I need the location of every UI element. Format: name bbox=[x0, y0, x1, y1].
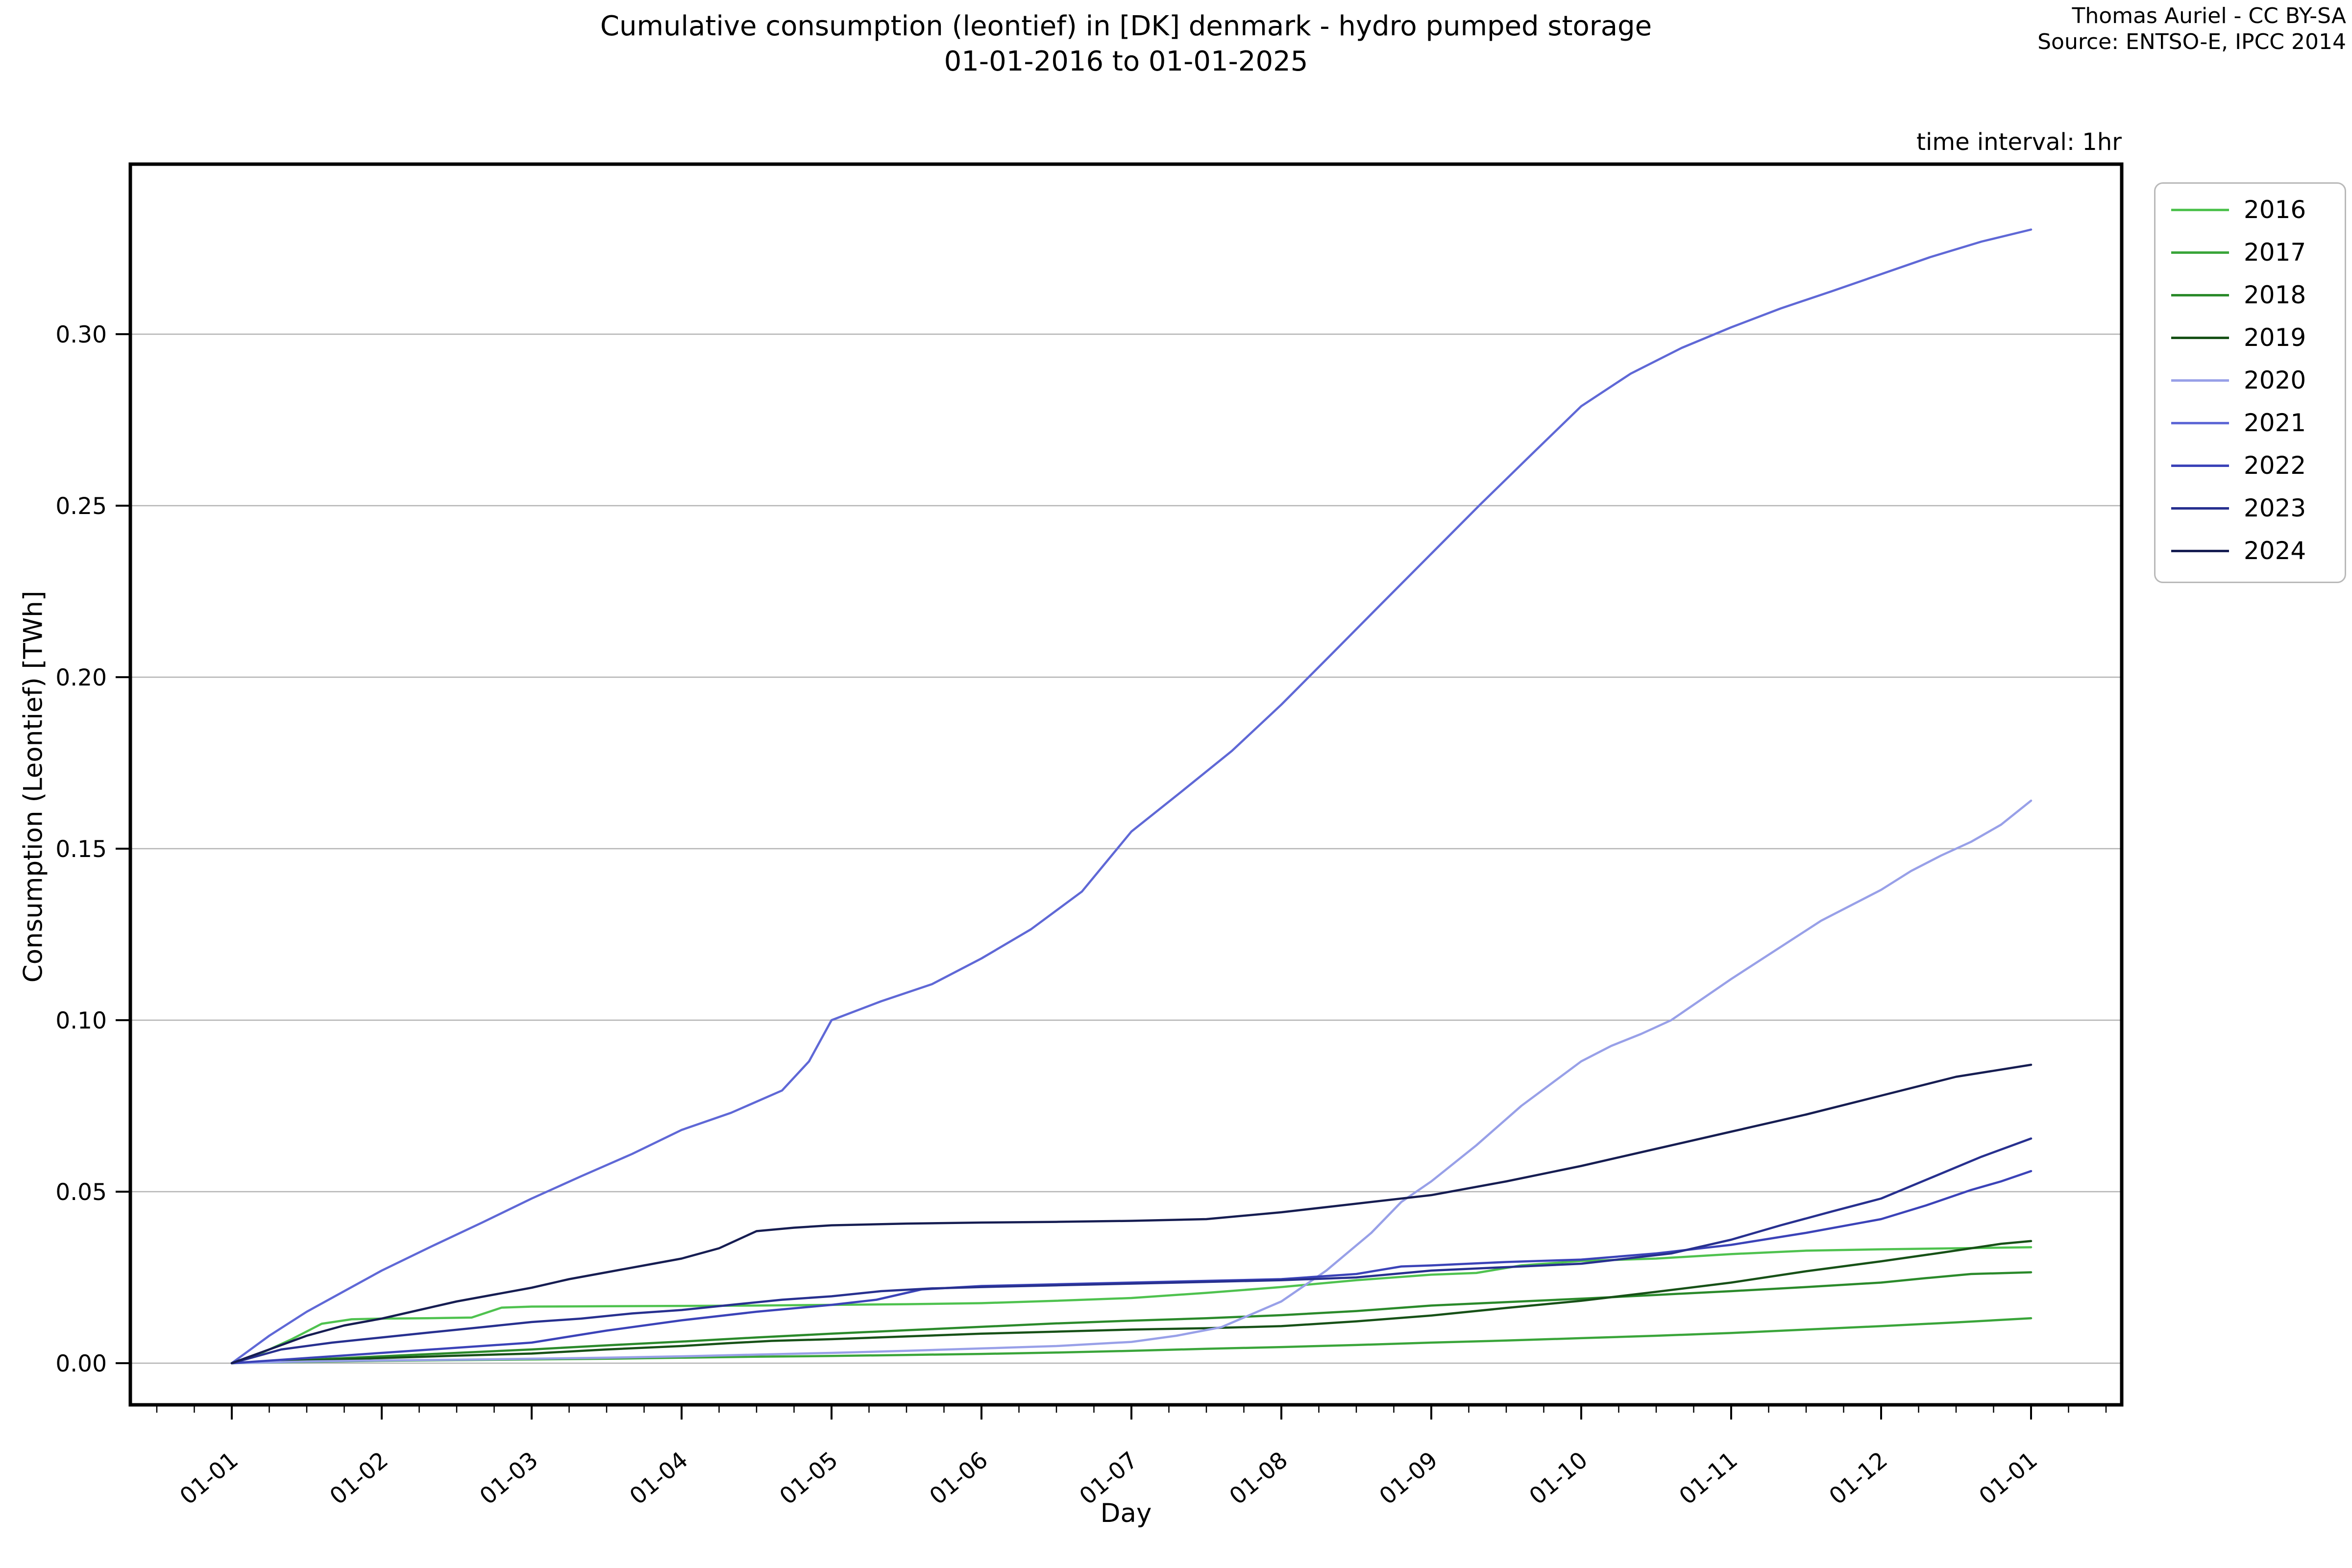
series-line-2018 bbox=[230, 1271, 2033, 1365]
x-axis-label: Day bbox=[1100, 1498, 1152, 1528]
series-line-2024 bbox=[230, 1063, 2033, 1365]
y-axis-label: Consumption (Leontief) [TWh] bbox=[18, 590, 49, 983]
attribution-source: Source: ENTSO-E, IPCC 2014 bbox=[2037, 29, 2346, 54]
legend-label-2016: 2016 bbox=[2244, 196, 2306, 224]
legend-swatch-2016 bbox=[2171, 209, 2229, 211]
legend-swatch-2017 bbox=[2171, 251, 2229, 254]
legend-item-2018: 2018 bbox=[2156, 278, 2345, 312]
y-tick-label-2: 0.10 bbox=[55, 1007, 107, 1034]
series-line-2023 bbox=[230, 1137, 2033, 1365]
legend-item-2021: 2021 bbox=[2156, 406, 2345, 440]
legend-label-2017: 2017 bbox=[2244, 238, 2306, 267]
legend-item-2023: 2023 bbox=[2156, 491, 2345, 525]
legend-item-2024: 2024 bbox=[2156, 534, 2345, 568]
attribution: Thomas Auriel - CC BY-SA Source: ENTSO-E… bbox=[2037, 3, 2346, 55]
legend-swatch-2020 bbox=[2171, 379, 2229, 382]
series-line-2020 bbox=[230, 799, 2033, 1365]
chart-title: Cumulative consumption (leontief) in [DK… bbox=[130, 9, 2122, 79]
series-line-2016 bbox=[230, 1246, 2033, 1365]
legend-swatch-2022 bbox=[2171, 465, 2229, 467]
y-tick-label-0: 0.00 bbox=[55, 1350, 107, 1377]
chart-title-line1: Cumulative consumption (leontief) in [DK… bbox=[600, 10, 1652, 42]
legend-swatch-2018 bbox=[2171, 294, 2229, 296]
legend-label-2022: 2022 bbox=[2244, 451, 2306, 480]
y-tick-label-3: 0.15 bbox=[55, 836, 107, 863]
legend-item-2019: 2019 bbox=[2156, 320, 2345, 355]
plot-frame bbox=[128, 162, 2124, 1407]
legend-swatch-2023 bbox=[2171, 507, 2229, 510]
legend: 2016 2017 2018 2019 2020 2021 2022 2023 2024 bbox=[2154, 182, 2346, 583]
series-line-2019 bbox=[230, 1240, 2033, 1365]
legend-swatch-2019 bbox=[2171, 337, 2229, 339]
y-tick-label-1: 0.05 bbox=[55, 1179, 107, 1206]
attribution-author: Thomas Auriel - CC BY-SA bbox=[2072, 3, 2346, 28]
legend-item-2020: 2020 bbox=[2156, 363, 2345, 397]
legend-swatch-2021 bbox=[2171, 422, 2229, 424]
legend-label-2023: 2023 bbox=[2244, 494, 2306, 522]
legend-item-2017: 2017 bbox=[2156, 235, 2345, 270]
series-line-2021 bbox=[230, 228, 2033, 1365]
legend-label-2018: 2018 bbox=[2244, 281, 2306, 309]
y-tick-label-6: 0.30 bbox=[55, 321, 107, 348]
series-line-2022 bbox=[230, 1170, 2033, 1365]
legend-label-2019: 2019 bbox=[2244, 323, 2306, 352]
time-interval-note: time interval: 1hr bbox=[1916, 128, 2122, 156]
legend-label-2020: 2020 bbox=[2244, 366, 2306, 394]
legend-label-2021: 2021 bbox=[2244, 409, 2306, 437]
y-tick-label-5: 0.25 bbox=[55, 493, 107, 520]
legend-item-2016: 2016 bbox=[2156, 193, 2345, 227]
legend-label-2024: 2024 bbox=[2244, 537, 2306, 565]
legend-item-2022: 2022 bbox=[2156, 448, 2345, 483]
chart-title-line2: 01-01-2016 to 01-01-2025 bbox=[944, 46, 1308, 77]
legend-swatch-2024 bbox=[2171, 550, 2229, 552]
y-tick-label-4: 0.20 bbox=[55, 664, 107, 691]
